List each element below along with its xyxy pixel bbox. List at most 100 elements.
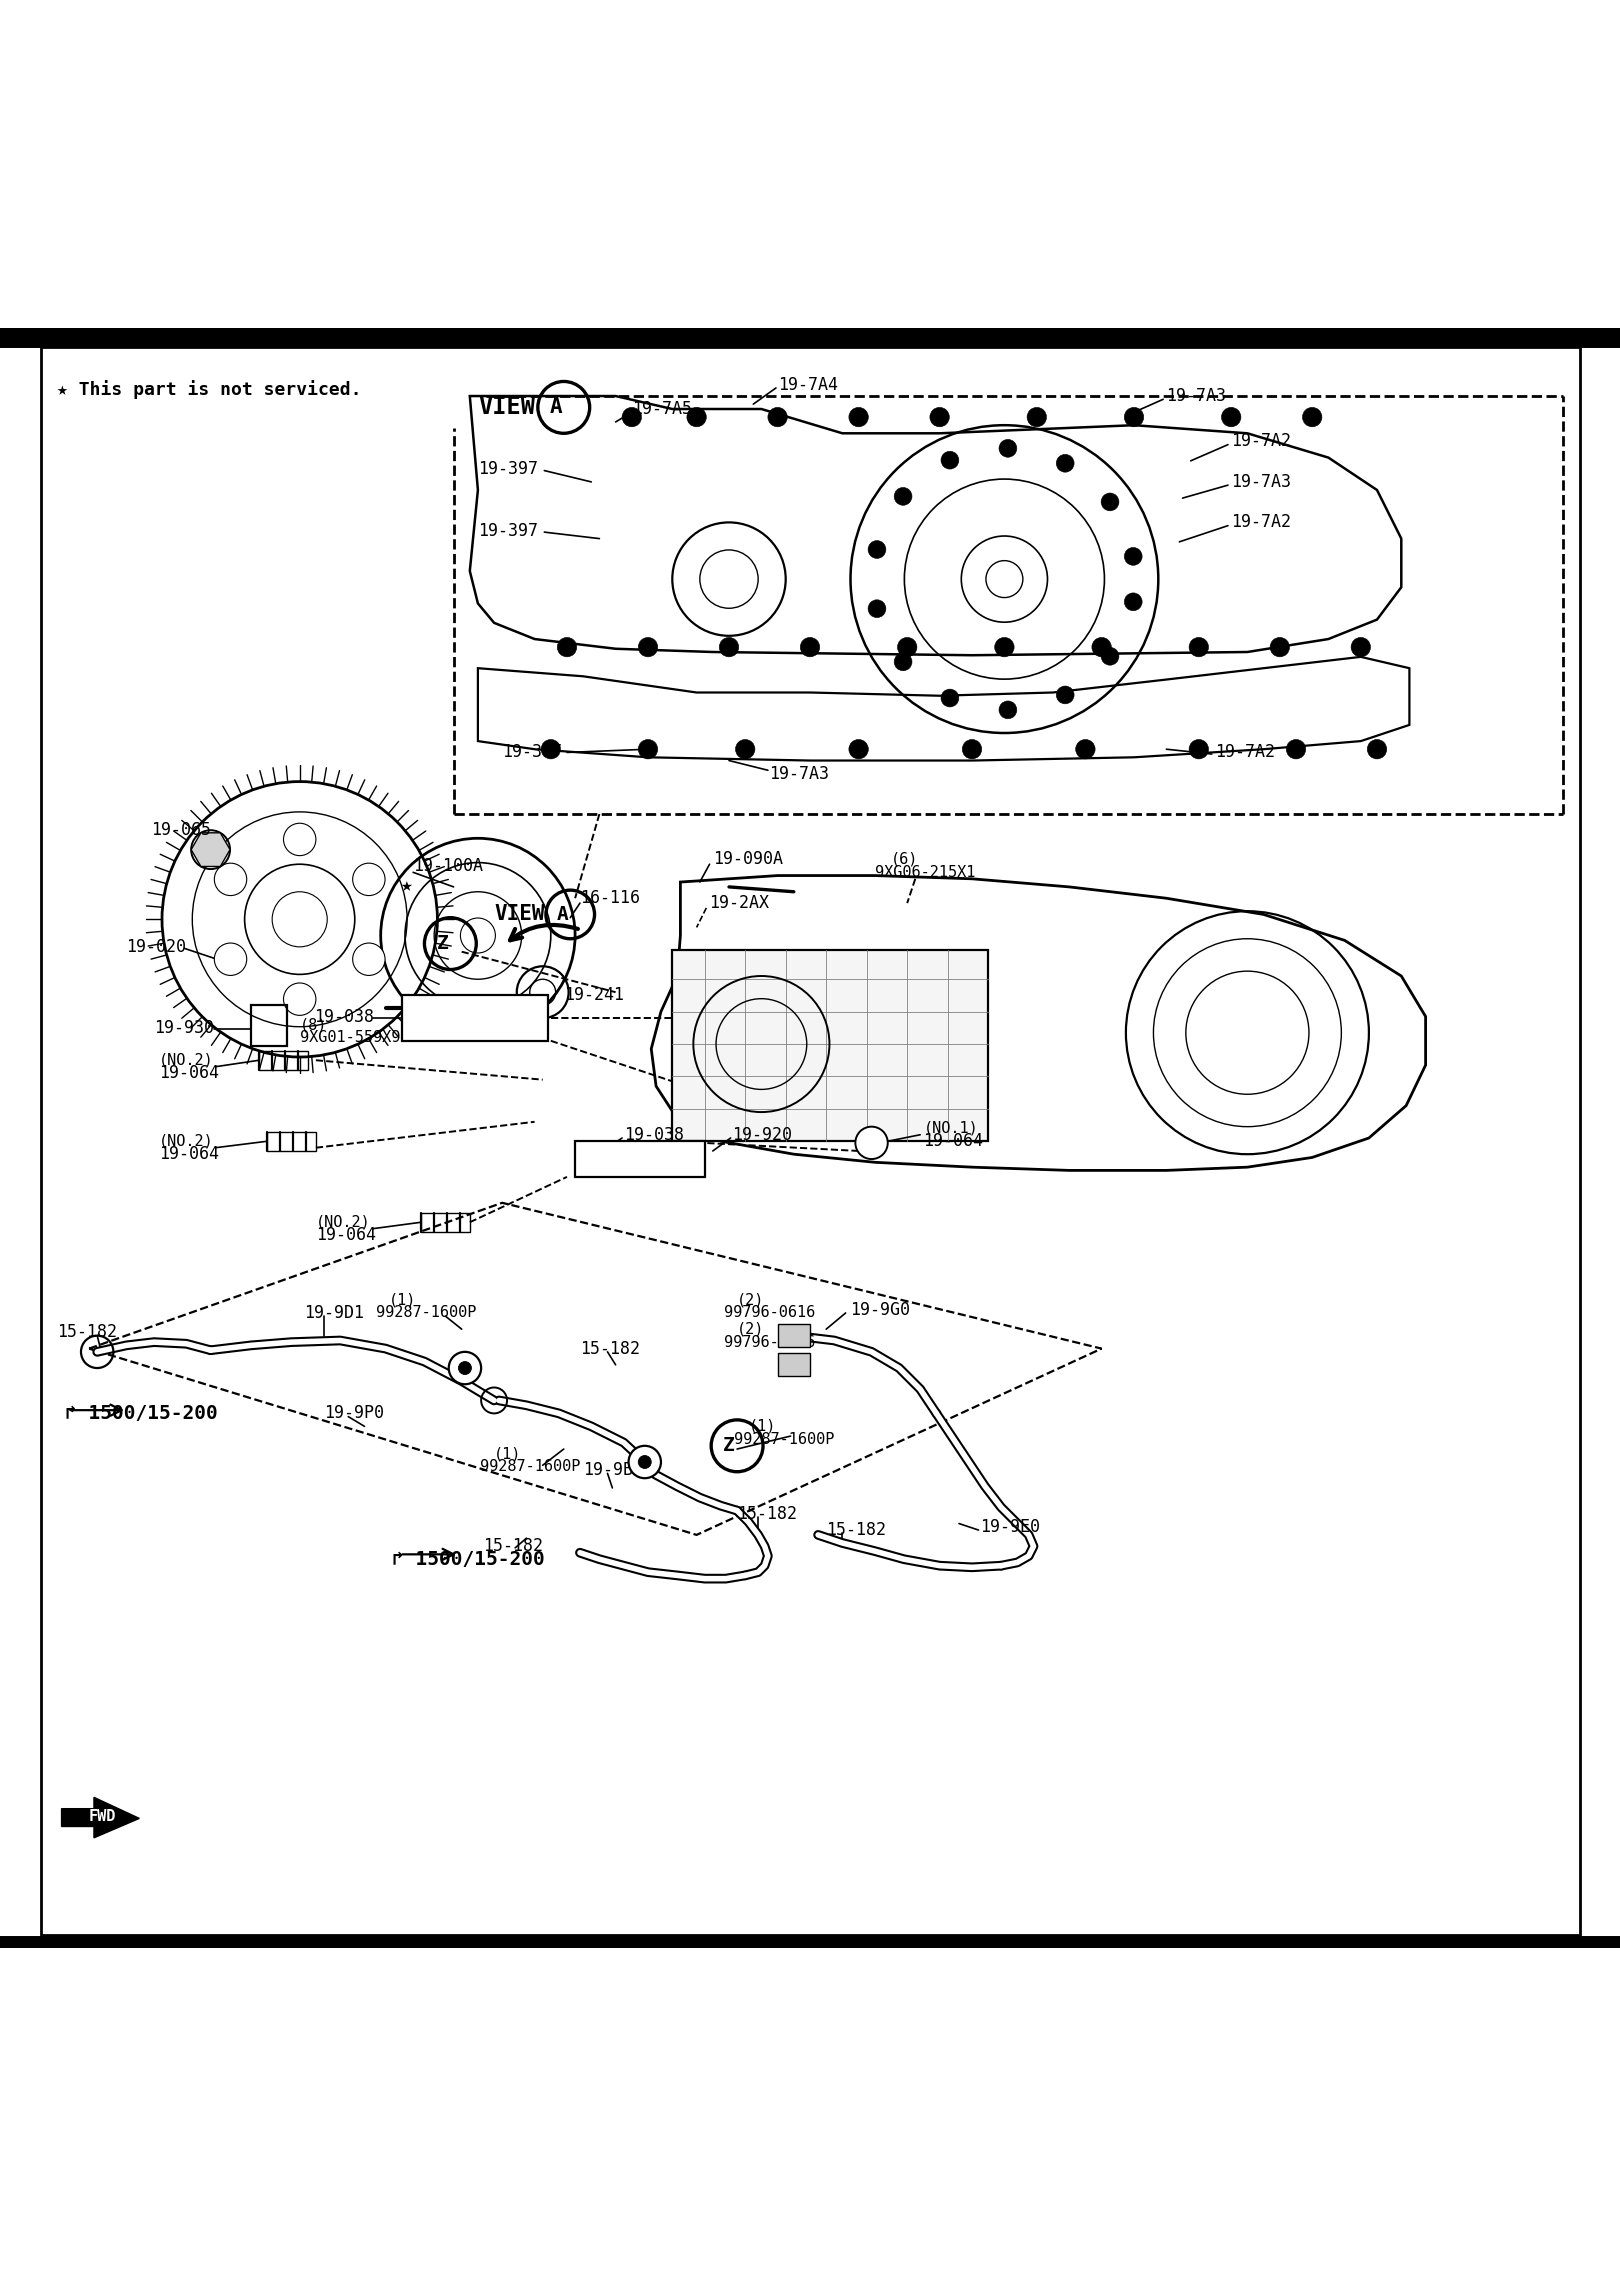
Text: 19-241: 19-241	[564, 986, 624, 1004]
Text: 19-9P0: 19-9P0	[324, 1404, 384, 1422]
Polygon shape	[62, 1798, 139, 1837]
Circle shape	[622, 407, 642, 428]
Circle shape	[1221, 407, 1241, 428]
Text: 19-7A3: 19-7A3	[770, 765, 829, 783]
Text: A: A	[549, 398, 562, 417]
Circle shape	[719, 637, 739, 658]
Text: 9XG01-559X9: 9XG01-559X9	[300, 1031, 400, 1045]
Circle shape	[941, 690, 959, 708]
Circle shape	[1000, 701, 1017, 719]
Text: 19-920: 19-920	[732, 1127, 792, 1145]
Text: 15-182: 15-182	[737, 1504, 797, 1523]
Circle shape	[629, 1445, 661, 1477]
Text: 19-397: 19-397	[478, 460, 538, 478]
Text: (NO.2): (NO.2)	[159, 1133, 214, 1149]
Circle shape	[1124, 594, 1142, 610]
Polygon shape	[478, 658, 1409, 760]
Circle shape	[214, 942, 246, 976]
Bar	[575, 1140, 705, 1177]
Text: 19-397: 19-397	[478, 521, 538, 539]
Circle shape	[284, 824, 316, 856]
Text: 19-038: 19-038	[314, 1008, 374, 1026]
Text: (2): (2)	[737, 1293, 765, 1306]
Text: 19-064: 19-064	[316, 1227, 376, 1245]
Text: 19-065: 19-065	[151, 822, 211, 840]
Text: 99287-1600P: 99287-1600P	[480, 1459, 580, 1475]
Circle shape	[638, 637, 658, 658]
Text: 19-7A2: 19-7A2	[1231, 432, 1291, 451]
Text: 16-116: 16-116	[580, 890, 640, 908]
Text: 99796-0616: 99796-0616	[724, 1306, 815, 1320]
Circle shape	[1189, 740, 1209, 758]
Text: (NO.2): (NO.2)	[316, 1215, 371, 1229]
Circle shape	[214, 863, 246, 894]
Circle shape	[1102, 494, 1119, 510]
Circle shape	[1056, 455, 1074, 471]
Circle shape	[941, 451, 959, 469]
Bar	[672, 949, 988, 1140]
Circle shape	[855, 1127, 888, 1158]
Circle shape	[638, 1457, 651, 1468]
Circle shape	[868, 601, 886, 617]
Circle shape	[868, 542, 886, 558]
Circle shape	[735, 740, 755, 758]
Text: (NO.2): (NO.2)	[159, 1054, 214, 1067]
Circle shape	[1351, 637, 1371, 658]
Text: 99287-1600P: 99287-1600P	[734, 1432, 834, 1448]
Circle shape	[800, 637, 820, 658]
Circle shape	[897, 637, 917, 658]
Circle shape	[353, 863, 386, 894]
Circle shape	[1092, 637, 1111, 658]
Text: 15-182: 15-182	[483, 1536, 543, 1555]
Text: 19-7A5: 19-7A5	[632, 401, 692, 419]
Circle shape	[930, 407, 949, 428]
Text: (1): (1)	[494, 1448, 522, 1461]
Text: 19-9B0: 19-9B0	[583, 1461, 643, 1479]
Text: 19-064: 19-064	[923, 1131, 983, 1149]
Circle shape	[894, 487, 912, 505]
Text: (NO.1): (NO.1)	[923, 1120, 978, 1136]
Circle shape	[1076, 740, 1095, 758]
Text: 19-397: 19-397	[502, 744, 562, 762]
Polygon shape	[470, 396, 1401, 655]
Circle shape	[449, 1352, 481, 1384]
Text: 15-182: 15-182	[826, 1520, 886, 1539]
Bar	[778, 1325, 810, 1347]
Text: ↱ 1500/15-200: ↱ 1500/15-200	[392, 1550, 544, 1568]
Circle shape	[557, 637, 577, 658]
Text: 19-7A3: 19-7A3	[1166, 387, 1226, 405]
Circle shape	[638, 740, 658, 758]
Text: (1): (1)	[748, 1418, 776, 1434]
Circle shape	[1286, 740, 1306, 758]
Text: 19-100A: 19-100A	[413, 856, 483, 874]
Circle shape	[1302, 407, 1322, 428]
Bar	[778, 1354, 810, 1377]
Circle shape	[541, 740, 561, 758]
Circle shape	[1124, 549, 1142, 564]
Text: 19-7A4: 19-7A4	[778, 376, 838, 394]
Text: (1): (1)	[389, 1293, 416, 1306]
Text: (6): (6)	[891, 851, 919, 867]
Circle shape	[1000, 439, 1017, 457]
Bar	[259, 1052, 308, 1070]
Circle shape	[1270, 637, 1290, 658]
Text: 19-064: 19-064	[159, 1145, 219, 1163]
Polygon shape	[651, 876, 1426, 1170]
Circle shape	[962, 740, 982, 758]
Text: 99796-0616: 99796-0616	[724, 1334, 815, 1350]
Text: 19-9D1: 19-9D1	[305, 1304, 364, 1322]
Text: 15-182: 15-182	[57, 1322, 117, 1341]
Text: 9XG06-215X1: 9XG06-215X1	[875, 865, 975, 881]
Circle shape	[894, 653, 912, 671]
Circle shape	[849, 740, 868, 758]
Text: 19-020: 19-020	[126, 938, 186, 956]
Text: ↱ 1500/15-200: ↱ 1500/15-200	[65, 1404, 217, 1422]
Circle shape	[1367, 740, 1387, 758]
Text: 19-2AX: 19-2AX	[710, 894, 769, 913]
Circle shape	[284, 983, 316, 1015]
Text: 19-9E0: 19-9E0	[980, 1518, 1040, 1536]
Circle shape	[1102, 646, 1119, 665]
Text: 99287-1600P: 99287-1600P	[376, 1306, 476, 1320]
Text: FWD: FWD	[89, 1809, 115, 1825]
Text: Z: Z	[723, 1436, 735, 1454]
